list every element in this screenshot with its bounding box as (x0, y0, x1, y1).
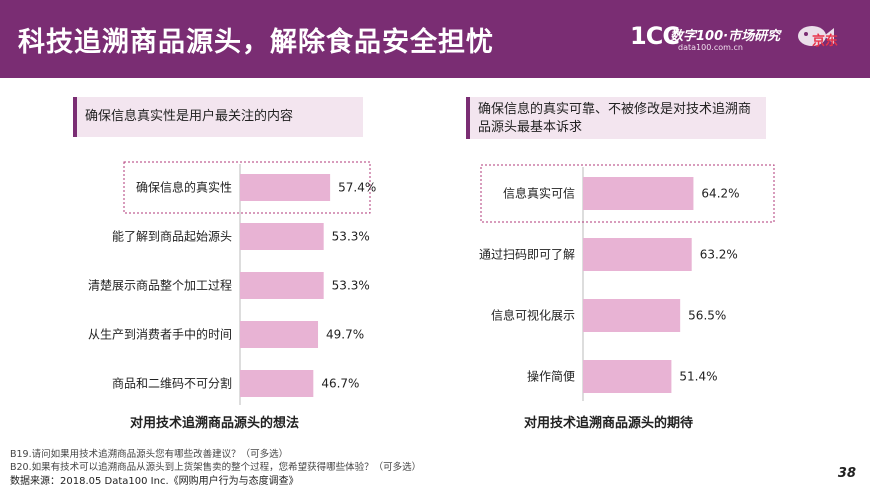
chart-1-value-label-1: 63.2% (700, 248, 738, 262)
chart-0-category-label-3: 从生产到消费者手中的时间 (88, 327, 232, 342)
chart-0-category-label-1: 能了解到商品起始源头 (112, 229, 232, 244)
fish-logo-icon (798, 26, 834, 46)
chart-0-value-label-0: 57.4% (338, 181, 376, 195)
chart-1-category-label-1: 通过扫码即可了解 (479, 248, 575, 262)
chart-1-bar-3 (583, 360, 672, 393)
chart-1-highlight-box (480, 164, 775, 223)
brand-logo: 1CC (630, 22, 680, 50)
left-callout: 确保信息真实性是用户最关注的内容 (73, 97, 363, 137)
chart-1-bar-0 (583, 177, 694, 210)
chart-1-value-label-0: 64.2% (701, 187, 739, 201)
chart-1-bar-1 (583, 238, 692, 271)
page-number: 38 (837, 466, 856, 481)
chart-0-category-label-0: 确保信息的真实性 (136, 180, 232, 195)
right-callout: 确保信息的真实可靠、不被修改是对技术追溯商品源头最基本诉求 (466, 97, 766, 139)
brand-url: data100.com.cn (678, 43, 743, 52)
chart-0-value-label-2: 53.3% (332, 279, 370, 293)
chart-0-value-label-1: 53.3% (332, 230, 370, 244)
chart-0-bar-1 (240, 223, 324, 250)
header-bar: 科技追溯商品源头，解除食品安全担忧 1CC 数字100·市场研究 data100… (0, 0, 870, 78)
brand-name: 数字100·市场研究 (670, 29, 781, 44)
chart-0-category-label-4: 商品和二维码不可分割 (112, 376, 232, 391)
chart-0-bar-2 (240, 272, 324, 299)
chart-1-category-label-0: 信息真实可信 (503, 186, 575, 201)
footnote-b20: B20.如果有技术可以追溯商品从源头到上货架售卖的整个过程，您希望获得哪些体验？… (10, 462, 422, 473)
chart-0-value-label-4: 46.7% (321, 377, 359, 391)
chart-0-category-label-2: 清楚展示商品整个加工过程 (88, 278, 232, 293)
footnote-b19: B19.请问如果用技术追溯商品源头您有哪些改善建议？（可多选） (10, 449, 289, 460)
chart-0-bar-3 (240, 321, 319, 348)
right-chart-title: 对用技术追溯商品源头的期待 (524, 416, 694, 431)
chart-0-highlight-box (123, 161, 371, 214)
chart-1-category-label-3: 操作简便 (527, 369, 575, 384)
data-source: 数据来源：2018.05 Data100 Inc.《网购用户行为与态度调查》 (10, 476, 299, 487)
chart-0-bar-4 (240, 370, 314, 397)
partner-logo-text: 京东 (812, 34, 839, 49)
chart-1-bar-2 (583, 299, 681, 332)
page-title: 科技追溯商品源头，解除食品安全担忧 (18, 27, 494, 58)
chart-1-category-label-2: 信息可视化展示 (491, 308, 575, 323)
chart-1-value-label-2: 56.5% (688, 309, 726, 323)
chart-1-value-label-3: 51.4% (679, 370, 717, 384)
chart-0-value-label-3: 49.7% (326, 328, 364, 342)
left-chart-title: 对用技术追溯商品源头的想法 (130, 416, 300, 431)
brand-area: 1CC 数字100·市场研究 data100.com.cn 京东 (630, 18, 860, 58)
chart-0-bar-0 (240, 174, 331, 201)
